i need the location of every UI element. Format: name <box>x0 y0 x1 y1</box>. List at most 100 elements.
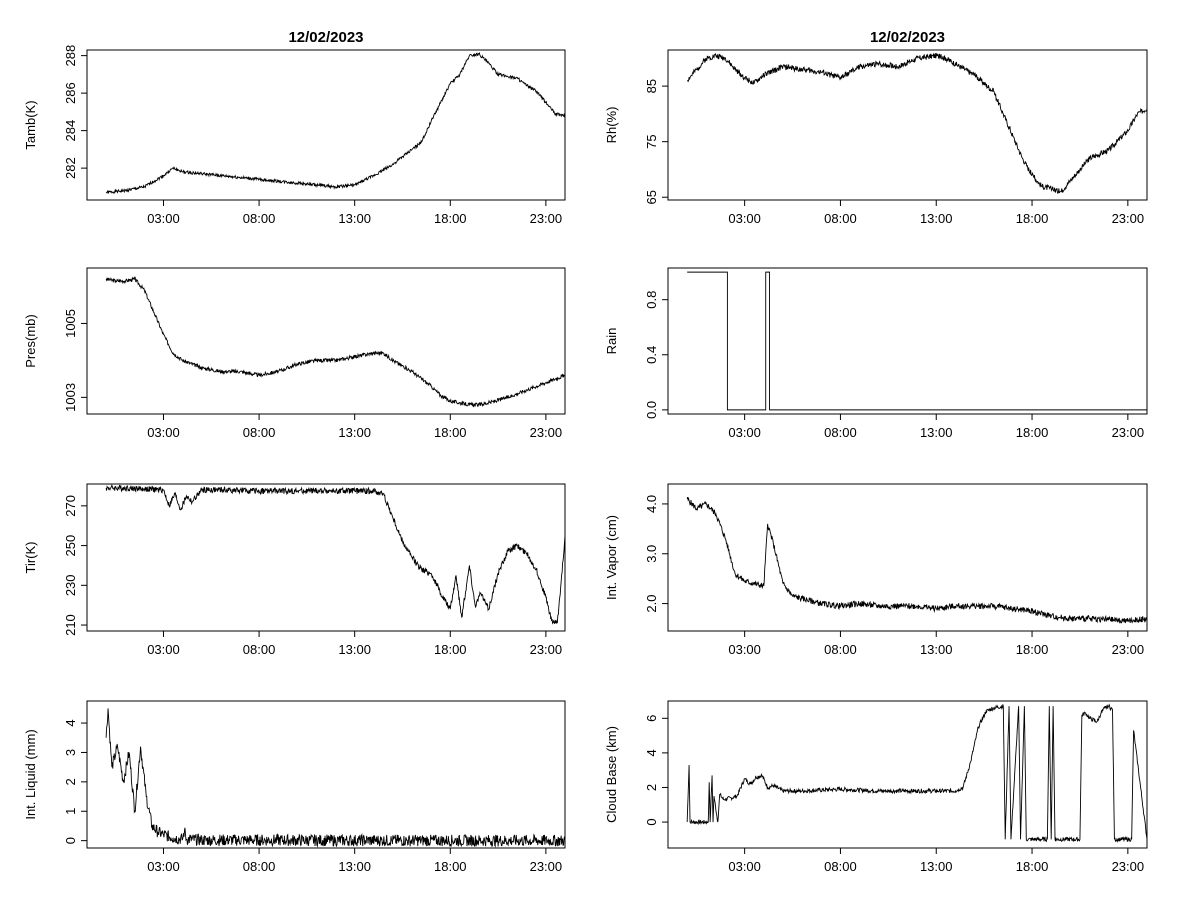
x-tick-label: 13:00 <box>920 211 953 226</box>
plot-frame <box>667 483 1148 632</box>
y-axis-label: Tir(K) <box>23 541 38 573</box>
x-tick-label: 08:00 <box>243 642 276 657</box>
x-tick-label: 13:00 <box>920 425 953 440</box>
x-tick-label: 08:00 <box>824 211 857 226</box>
y-tick-label: 250 <box>63 535 78 557</box>
chart-title: 12/02/2023 <box>870 29 945 46</box>
x-tick-label: 13:00 <box>920 859 953 874</box>
series-line-cloudbase <box>686 703 1148 843</box>
series-line-rh <box>687 52 1148 195</box>
y-tick-label: 230 <box>63 574 78 596</box>
y-tick-label: 2.0 <box>644 595 659 613</box>
x-tick-label: 18:00 <box>434 211 467 226</box>
series-line-vapor <box>686 497 1148 624</box>
x-tick-label: 23:00 <box>1112 859 1145 874</box>
plot-frame <box>86 483 566 632</box>
y-tick-label: 0.4 <box>644 346 659 364</box>
x-tick-label: 03:00 <box>728 425 761 440</box>
x-tick-label: 23:00 <box>530 211 563 226</box>
x-tick-label: 13:00 <box>338 211 371 226</box>
x-tick-label: 23:00 <box>1112 425 1145 440</box>
x-tick-label: 23:00 <box>530 425 563 440</box>
series-line-pres <box>105 276 566 408</box>
y-tick-label: 6 <box>644 715 659 722</box>
x-tick-label: 03:00 <box>147 425 180 440</box>
y-axis-label: Int. Vapor (cm) <box>604 515 619 600</box>
plot-frame <box>667 49 1148 201</box>
series-line-tir <box>105 484 566 625</box>
y-tick-label: 270 <box>63 495 78 517</box>
x-tick-label: 23:00 <box>1112 211 1145 226</box>
chart-title: 12/02/2023 <box>288 29 363 46</box>
y-tick-label: 4 <box>63 719 78 726</box>
y-axis-label: Rain <box>604 328 619 355</box>
y-tick-label: 284 <box>63 120 78 142</box>
y-axis-label: Pres(mb) <box>23 314 38 367</box>
panel-tamb: 12/02/2023 Tamb(K) 282 284 286 288 03:00 08:00 1… <box>23 29 566 226</box>
y-tick-label: 0.0 <box>644 401 659 419</box>
y-tick-label: 4.0 <box>644 495 659 513</box>
x-tick-label: 03:00 <box>147 859 180 874</box>
y-tick-label: 2 <box>63 778 78 785</box>
y-tick-label: 3 <box>63 749 78 756</box>
panel-tir: Tir(K) 210 230 250 270 03:00 08:00 13:00 18:00 23… <box>23 483 566 657</box>
x-tick-label: 08:00 <box>243 211 276 226</box>
y-axis-label: Tamb(K) <box>23 100 38 149</box>
x-tick-label: 13:00 <box>920 642 953 657</box>
series-line-liquid <box>105 708 566 848</box>
y-tick-label: 288 <box>63 45 78 67</box>
x-tick-label: 08:00 <box>243 425 276 440</box>
y-tick-label: 3.0 <box>644 545 659 563</box>
y-tick-label: 282 <box>63 157 78 179</box>
panel-cloud: Cloud Base (km) 0 2 4 6 03:00 08:00 13:00 18:00 2… <box>604 700 1148 874</box>
y-axis-label: Int. Liquid (mm) <box>23 729 38 819</box>
y-tick-label: 1003 <box>63 383 78 412</box>
panel-pres: Pres(mb) 1003 1005 03:00 08:00 13:00 18:00 23:0… <box>23 267 566 440</box>
y-tick-label: 0 <box>644 818 659 825</box>
plot-frame <box>86 700 566 849</box>
y-tick-label: 0 <box>63 837 78 844</box>
x-tick-label: 03:00 <box>728 211 761 226</box>
plot-frame <box>86 49 566 201</box>
x-tick-label: 18:00 <box>434 642 467 657</box>
x-tick-label: 18:00 <box>1016 211 1049 226</box>
x-tick-label: 08:00 <box>824 859 857 874</box>
series-line-tamb <box>105 52 566 194</box>
x-tick-label: 03:00 <box>147 642 180 657</box>
x-tick-label: 18:00 <box>1016 642 1049 657</box>
panel-liquid: Int. Liquid (mm) 0 1 2 3 4 03:00 08:00 13:00 18:0… <box>23 700 566 874</box>
y-tick-label: 75 <box>644 134 659 148</box>
x-tick-label: 08:00 <box>243 859 276 874</box>
series-line-rain <box>687 271 1147 411</box>
x-tick-label: 13:00 <box>338 642 371 657</box>
x-tick-label: 08:00 <box>824 425 857 440</box>
x-tick-label: 03:00 <box>728 859 761 874</box>
x-tick-label: 23:00 <box>1112 642 1145 657</box>
y-axis-label: Rh(%) <box>604 107 619 144</box>
plot-frame <box>667 267 1148 415</box>
y-tick-label: 286 <box>63 82 78 104</box>
x-tick-label: 23:00 <box>530 859 563 874</box>
panel-rh: 12/02/2023 Rh(%) 65 75 85 03:00 08:00 13:00 18:0… <box>604 29 1148 226</box>
y-tick-label: 85 <box>644 79 659 93</box>
panel-vapor: Int. Vapor (cm) 2.0 3.0 4.0 03:00 08:00 13:00 1… <box>604 483 1148 657</box>
plot-frame <box>86 267 566 415</box>
x-tick-label: 13:00 <box>338 425 371 440</box>
x-tick-label: 23:00 <box>530 642 563 657</box>
y-tick-label: 4 <box>644 749 659 756</box>
y-tick-label: 0.8 <box>644 291 659 309</box>
y-tick-label: 1005 <box>63 309 78 338</box>
x-tick-label: 18:00 <box>1016 425 1049 440</box>
x-tick-label: 08:00 <box>824 642 857 657</box>
y-tick-label: 210 <box>63 614 78 636</box>
x-tick-label: 03:00 <box>147 211 180 226</box>
panel-rain: Rain 0.0 0.4 0.8 03:00 08:00 13:00 18:00 23:00 <box>604 267 1148 440</box>
x-tick-label: 18:00 <box>1016 859 1049 874</box>
y-axis-label: Cloud Base (km) <box>604 726 619 823</box>
y-tick-label: 1 <box>63 808 78 815</box>
x-tick-label: 18:00 <box>434 425 467 440</box>
y-tick-label: 65 <box>644 190 659 204</box>
plot-frame <box>667 700 1148 849</box>
